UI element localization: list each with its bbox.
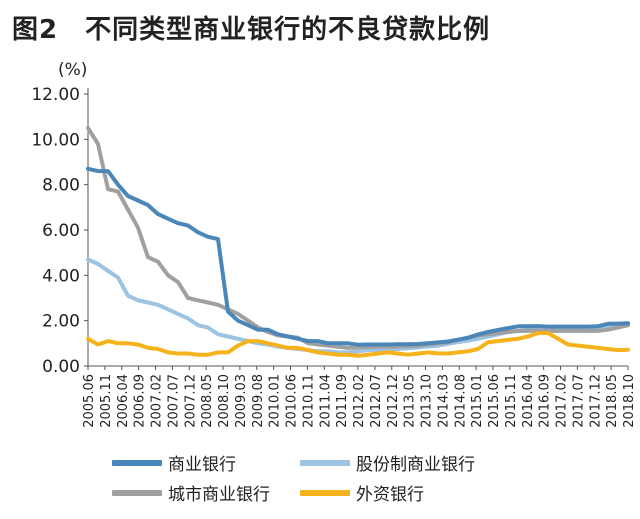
x-tick-label: 2012.02 [352,374,367,428]
x-tick-label: 2015.11 [504,374,519,428]
x-tick-label: 2016.04 [521,374,536,428]
x-tick-label: 2006.09 [133,374,148,428]
x-tick-label: 2007.02 [150,374,165,428]
y-axis-unit: (%) [58,60,88,80]
legend-label-commercial: 商业银行 [168,455,236,475]
x-tick-label: 2010.06 [285,374,300,428]
x-tick-label: 2006.04 [116,374,131,428]
x-tick-label: 2008.10 [217,374,232,428]
x-tick-label: 2009.03 [234,374,249,428]
x-tick-label: 2017.07 [571,374,586,428]
x-tick-label: 2010.11 [301,374,316,428]
x-tick-label: 2011.09 [335,374,350,428]
legend-item-foreign: 外资银行 [300,480,424,505]
legend-label-joint-stock: 股份制商业银行 [356,455,475,475]
x-tick-label: 2007.12 [183,374,198,428]
series-line-joint-stock [86,257,630,355]
legend-swatch-joint-stock [300,459,350,466]
y-tick-label: 6.00 [42,221,80,241]
legend-label-foreign: 外资银行 [356,485,424,505]
x-tick-label: 2015.01 [470,374,485,428]
legend-item-joint-stock: 股份制商业银行 [300,450,475,475]
y-tick-label: 8.00 [42,176,80,196]
x-tick-label: 2017.02 [555,374,570,428]
x-tick-label: 2010.01 [268,374,283,428]
x-tick-label: 2013.10 [420,374,435,428]
x-tick-label: 2015.06 [487,374,502,428]
legend-swatch-foreign [300,489,350,496]
series-line-commercial [86,166,630,347]
series-line-foreign [86,331,630,358]
y-tick-label: 12.00 [31,85,80,105]
x-tick-label: 2011.04 [318,374,333,428]
x-tick-label: 2017.12 [588,374,603,428]
y-tick-label: 4.00 [42,266,80,286]
y-tick-label: 0.00 [42,357,80,377]
x-tick-label: 2005.11 [99,374,114,428]
legend-label-city: 城市商业银行 [168,485,270,505]
series-line-city [86,126,630,350]
legend-swatch-city [112,489,162,496]
legend-item-city: 城市商业银行 [112,480,270,505]
x-tick-label: 2016.09 [538,374,553,428]
x-tick-label: 2009.08 [251,374,266,428]
x-tick-label: 2007.07 [166,374,181,428]
x-tick-label: 2005.06 [82,374,97,428]
legend-item-commercial: 商业银行 [112,450,236,475]
x-tick-label: 2014.08 [453,374,468,428]
chart-title: 图2 不同类型商业银行的不良贷款比例 [12,15,491,45]
y-tick-label: 10.00 [31,130,80,150]
y-tick-label: 2.00 [42,312,80,332]
x-tick-label: 2014.03 [436,374,451,428]
legend-swatch-commercial [112,459,162,466]
x-tick-label: 2018.10 [622,374,637,428]
x-tick-label: 2013.05 [403,374,418,428]
x-tick-label: 2008.05 [200,374,215,428]
x-tick-label: 2018.05 [605,374,620,428]
x-tick-label: 2012.07 [369,374,384,428]
x-tick-label: 2012.12 [386,374,401,428]
